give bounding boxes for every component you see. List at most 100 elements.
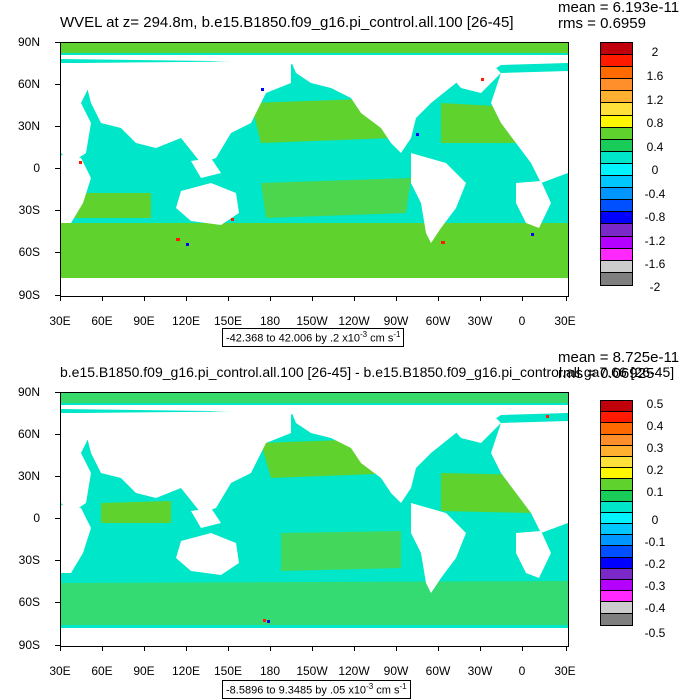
lon-label: 150W <box>296 664 328 678</box>
colorbar-swatch <box>601 412 632 424</box>
lat-tick <box>55 560 60 561</box>
colorbar-swatch <box>601 546 632 558</box>
lon-label: 30W <box>467 314 493 328</box>
colorbar-swatch <box>601 512 632 525</box>
colorbar-swatch <box>601 151 632 164</box>
lon-tick <box>522 646 523 651</box>
lon-label: 120W <box>338 664 370 678</box>
colorbar-swatch <box>601 163 632 177</box>
lon-tick <box>60 296 61 301</box>
lon-label: 30W <box>467 664 493 678</box>
colorbar-label: 0.8 <box>646 116 664 130</box>
colorbar-swatch <box>601 524 632 536</box>
map-plot <box>60 42 569 297</box>
colorbar-label: 0.1 <box>646 485 664 499</box>
colorbar-swatch <box>601 103 632 116</box>
colorbar-swatch <box>601 602 632 614</box>
colorbar-swatch <box>601 445 632 457</box>
lon-label: 180 <box>259 314 281 328</box>
lon-tick <box>480 646 481 651</box>
lon-label: 150W <box>296 314 328 328</box>
lon-tick <box>270 646 271 651</box>
lon-label: 180 <box>259 664 281 678</box>
lon-label: 120E <box>171 314 201 328</box>
colorbar-swatch <box>601 212 632 225</box>
lon-label: 60E <box>91 664 113 678</box>
colorbar-label: -0.4 <box>644 601 666 615</box>
colorbar-label: 0.3 <box>646 441 664 455</box>
colorbar-swatch <box>601 580 632 592</box>
colorbar-label: 2 <box>651 45 659 59</box>
lon-tick <box>270 296 271 301</box>
colorbar-swatch <box>601 479 632 491</box>
colorbar-swatch <box>601 468 632 480</box>
lon-label: 30E <box>554 314 576 328</box>
colorbar-swatch <box>601 224 632 237</box>
colorbar-label: 0 <box>651 513 659 527</box>
lat-tick <box>55 434 60 435</box>
colorbar-swatch <box>601 139 632 152</box>
map-plot <box>60 392 569 647</box>
lat-label: 60S <box>18 595 40 609</box>
contour-range-label: -8.5896 to 9.3485 by .05 x10-3 cm s-1 <box>222 680 411 699</box>
lat-tick <box>55 645 60 646</box>
colorbar-swatch <box>601 535 632 547</box>
colorbar-swatch <box>601 423 632 435</box>
colorbar-label: 0.5 <box>646 397 664 411</box>
panel-title: WVEL at z= 294.8m, b.e15.B1850.f09_g16.p… <box>60 14 514 31</box>
lon-label: 0 <box>518 314 526 328</box>
lon-tick <box>312 296 313 301</box>
lon-label: 150E <box>213 314 243 328</box>
lat-tick <box>55 210 60 211</box>
lon-label: 90W <box>383 314 409 328</box>
lat-tick <box>55 126 60 127</box>
lon-tick <box>144 646 145 651</box>
colorbar-swatch <box>601 127 632 140</box>
colorbar-swatch <box>601 568 632 580</box>
lon-label: 60W <box>425 314 451 328</box>
mean-value: mean = 6.193e-11 <box>558 0 680 16</box>
colorbar-swatch <box>601 501 632 513</box>
lon-label: 30E <box>554 664 576 678</box>
map-svg <box>61 393 568 646</box>
lon-tick <box>60 646 61 651</box>
lon-tick <box>566 646 567 651</box>
lat-tick <box>55 602 60 603</box>
colorbar-label: 1.6 <box>646 69 664 83</box>
lon-label: 90E <box>133 664 155 678</box>
lat-tick <box>55 476 60 477</box>
colorbar-label: 0 <box>651 163 659 177</box>
lat-label: 0 <box>33 511 40 525</box>
lon-label: 30E <box>49 664 71 678</box>
panel-top: WVEL at z= 294.8m, b.e15.B1850.f09_g16.p… <box>17 0 680 347</box>
lon-label: 30E <box>49 314 71 328</box>
colorbar-swatch <box>601 236 632 249</box>
lat-tick <box>55 168 60 169</box>
lon-tick <box>228 646 229 651</box>
lat-label: 90S <box>18 288 40 302</box>
mean-value: mean = 8.725e-11 <box>558 349 680 366</box>
colorbar-label: -0.4 <box>644 187 666 201</box>
lat-label: 30N <box>17 119 40 133</box>
lon-tick <box>102 296 103 301</box>
lon-label: 90W <box>383 664 409 678</box>
lat-label: 0 <box>33 161 40 175</box>
lon-label: 150E <box>213 664 243 678</box>
lat-tick <box>55 392 60 393</box>
contour-range-label: -42.368 to 42.006 by .2 x10-3 cm s-1 <box>222 328 405 347</box>
colorbar-swatch <box>601 43 632 56</box>
colorbar-swatch <box>601 55 632 68</box>
lon-tick <box>566 296 567 301</box>
colorbar-label: -0.1 <box>644 535 666 549</box>
colorbar-label: 0.2 <box>646 463 664 477</box>
lon-tick <box>228 296 229 301</box>
colorbar-label: -2 <box>649 280 661 294</box>
colorbar-swatch <box>601 79 632 92</box>
lon-tick <box>522 296 523 301</box>
colorbar-swatch <box>601 188 632 201</box>
rms-value: rms = 0.6959 <box>558 15 646 32</box>
lon-tick <box>438 296 439 301</box>
colorbar-label: 0.4 <box>646 419 664 433</box>
lat-tick <box>55 518 60 519</box>
lon-label: 90E <box>133 314 155 328</box>
